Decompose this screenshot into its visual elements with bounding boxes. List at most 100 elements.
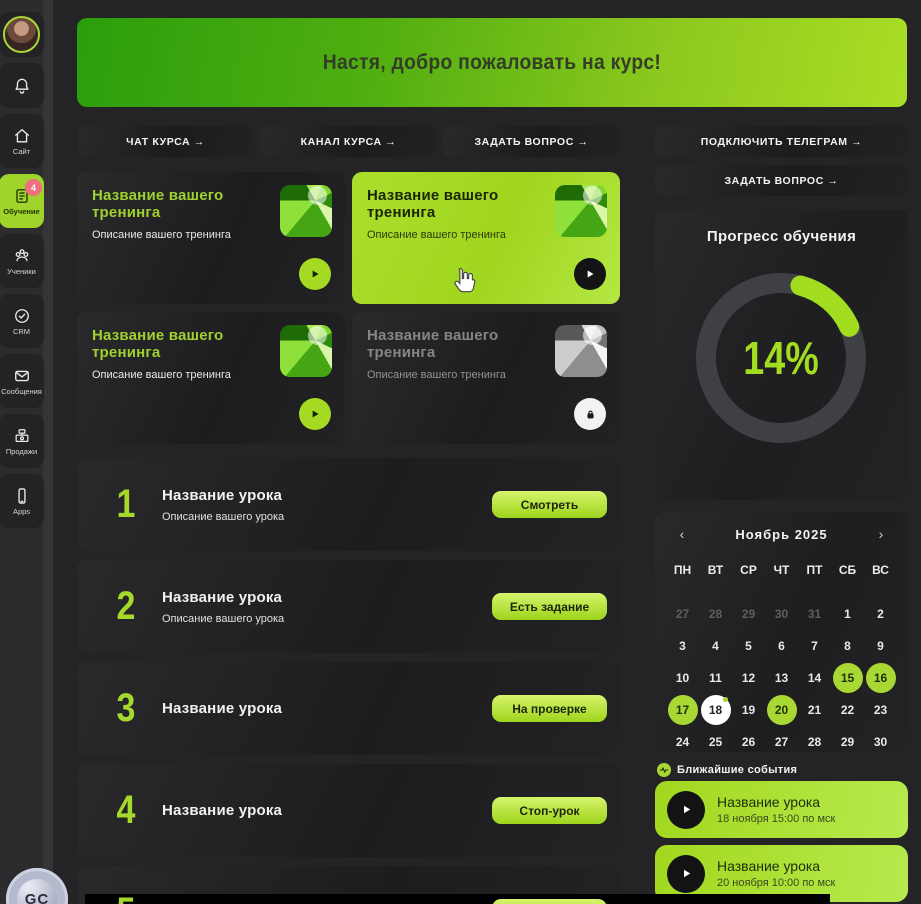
weekday-label: ПТ	[806, 563, 823, 577]
calendar-day[interactable]: 3	[679, 639, 686, 653]
sidebar-item-crm[interactable]: CRM	[0, 294, 44, 348]
calendar-day[interactable]: 28	[708, 607, 723, 621]
calendar-day[interactable]: 25	[708, 735, 723, 749]
calendar-day[interactable]: 1	[844, 607, 851, 621]
lesson-title: Название урока	[162, 588, 283, 606]
event-time: 20 ноября 10:00 по мск	[717, 877, 836, 889]
connect-telegram-button[interactable]: ПОДКЛЮЧИТЬ ТЕЛЕГРАМ →	[655, 126, 908, 157]
sidebar-item-learning[interactable]: Обучение 4	[0, 174, 44, 228]
training-cards-grid: Название вашего тренинга Описание вашего…	[77, 172, 620, 444]
sidebar: Сайт Обучение 4 Ученики CRM Сообщения	[0, 0, 53, 904]
progress-panel: Прогресс обучения 14%	[655, 210, 908, 500]
training-card[interactable]: Название вашего тренинга Описание вашего…	[77, 312, 345, 444]
calendar-day[interactable]: 24	[675, 735, 690, 749]
sidebar-item-apps[interactable]: Apps	[0, 474, 44, 528]
sidebar-item-label: Сообщения	[1, 387, 42, 397]
training-thumbnail	[280, 185, 332, 237]
weekday-label: ПН	[673, 563, 692, 577]
play-button[interactable]	[574, 258, 606, 290]
play-button[interactable]	[299, 258, 331, 290]
sidebar-item-site[interactable]: Сайт	[0, 114, 44, 168]
calendar-day[interactable]: 7	[811, 639, 818, 653]
calendar-day[interactable]: 29	[741, 607, 756, 621]
training-card-hovered[interactable]: Название вашего тренинга Описание вашего…	[352, 172, 620, 304]
calendar-day[interactable]: 5	[745, 639, 752, 653]
event-card[interactable]: Название урока 18 ноября 15:00 по мск	[655, 781, 908, 838]
ask-question-button[interactable]: ЗАДАТЬ ВОПРОС →	[443, 126, 620, 157]
weekday-label: СР	[740, 563, 757, 577]
sidebar-item-profile[interactable]	[0, 12, 44, 57]
calendar-day[interactable]: 27	[675, 607, 690, 621]
quick-actions-row: ЧАТ КУРСА → КАНАЛ КУРСА → ЗАДАТЬ ВОПРОС …	[77, 126, 620, 157]
lesson-action-button[interactable]: Есть задание	[492, 593, 607, 620]
training-card-locked[interactable]: Название вашего тренинга Описание вашего…	[352, 312, 620, 444]
calendar-day[interactable]: 6	[778, 639, 785, 653]
calendar-days-grid: 27 28 29 30 31 1 2 3 4 5 6 7 8 9 10 11 1…	[665, 598, 898, 758]
lesson-row[interactable]: 2 Название урока Описание вашего урока Е…	[77, 560, 620, 653]
sidebar-item-notifications[interactable]	[0, 63, 44, 108]
training-title: Название вашего тренинга	[92, 327, 224, 361]
calendar-day[interactable]: 10	[675, 671, 690, 685]
calendar-day[interactable]: 30	[774, 607, 789, 621]
training-card[interactable]: Название вашего тренинга Описание вашего…	[77, 172, 345, 304]
lesson-action-button[interactable]: Стоп-урок	[492, 797, 607, 824]
calendar-day[interactable]: 27	[774, 735, 789, 749]
lesson-action-button[interactable]: Смотреть	[492, 491, 607, 518]
calendar-day[interactable]: 4	[712, 639, 719, 653]
calendar-day[interactable]: 28	[807, 735, 822, 749]
calendar-day[interactable]: 23	[873, 703, 888, 717]
calendar-day[interactable]: 14	[807, 671, 822, 685]
lesson-title: Название урока	[162, 486, 283, 504]
upcoming-events-label: Ближайшие события	[677, 764, 798, 776]
course-channel-button[interactable]: КАНАЛ КУРСА →	[260, 126, 437, 157]
activity-icon	[657, 763, 671, 777]
play-button[interactable]	[299, 398, 331, 430]
calendar-day[interactable]: 11	[709, 671, 722, 685]
welcome-banner: Настя, добро пожаловать на курс!	[77, 18, 907, 107]
sidebar-item-label: Сайт	[12, 147, 31, 157]
lesson-row[interactable]: 1 Название урока Описание вашего урока С…	[77, 458, 620, 551]
sidebar-item-messages[interactable]: Сообщения	[0, 354, 44, 408]
lesson-number: 1	[116, 482, 136, 526]
weekday-label: СБ	[838, 563, 857, 577]
calendar-month-label: Ноябрь 2025	[735, 526, 828, 542]
lesson-action-button[interactable]	[492, 899, 607, 904]
calendar-day[interactable]: 8	[844, 639, 851, 653]
sidebar-item-label: Продажи	[5, 447, 38, 457]
calendar-day[interactable]: 22	[840, 703, 855, 717]
lesson-row[interactable]: 4 Название урока Стоп-урок	[77, 764, 620, 857]
lesson-number: 5	[107, 890, 144, 904]
calendar-day[interactable]: 9	[877, 639, 884, 653]
calendar-day[interactable]: 19	[741, 703, 756, 717]
calendar-day[interactable]: 15	[832, 663, 863, 693]
calendar-day[interactable]: 26	[741, 735, 756, 749]
calendar-day[interactable]: 12	[741, 671, 756, 685]
calendar-day[interactable]: 31	[807, 607, 822, 621]
learning-icon	[12, 186, 32, 206]
calendar-day[interactable]: 18	[700, 695, 731, 725]
sidebar-item-students[interactable]: Ученики	[0, 234, 44, 288]
lesson-action-button[interactable]: На проверке	[492, 695, 607, 722]
calendar-day[interactable]: 20	[766, 695, 797, 725]
calendar-next-button[interactable]: ›	[872, 526, 890, 542]
bottom-black-bar	[85, 894, 830, 904]
calendar-prev-button[interactable]: ‹	[673, 526, 691, 542]
lessons-list: 1 Название урока Описание вашего урока С…	[77, 458, 620, 904]
calendar-day[interactable]: 16	[865, 663, 896, 693]
calendar-day[interactable]: 17	[667, 695, 698, 725]
event-card[interactable]: Название урока 20 ноября 10:00 по мск	[655, 845, 908, 902]
training-title: Название вашего тренинга	[367, 327, 499, 361]
lock-button[interactable]	[574, 398, 606, 430]
calendar-day[interactable]: 21	[807, 703, 822, 717]
calendar-day[interactable]: 2	[877, 607, 884, 621]
training-title: Название вашего тренинга	[92, 187, 224, 221]
course-chat-button[interactable]: ЧАТ КУРСА →	[77, 126, 254, 157]
sidebar-item-sales[interactable]: Продажи	[0, 414, 44, 468]
lesson-row[interactable]: 3 Название урока На проверке	[77, 662, 620, 755]
calendar-day[interactable]: 29	[840, 735, 855, 749]
calendar-day[interactable]: 30	[873, 735, 888, 749]
ask-question-side-button[interactable]: ЗАДАТЬ ВОПРОС →	[655, 165, 908, 196]
calendar-day[interactable]: 13	[774, 671, 789, 685]
lesson-title: Название урока	[162, 700, 283, 717]
envelope-icon	[12, 366, 32, 386]
